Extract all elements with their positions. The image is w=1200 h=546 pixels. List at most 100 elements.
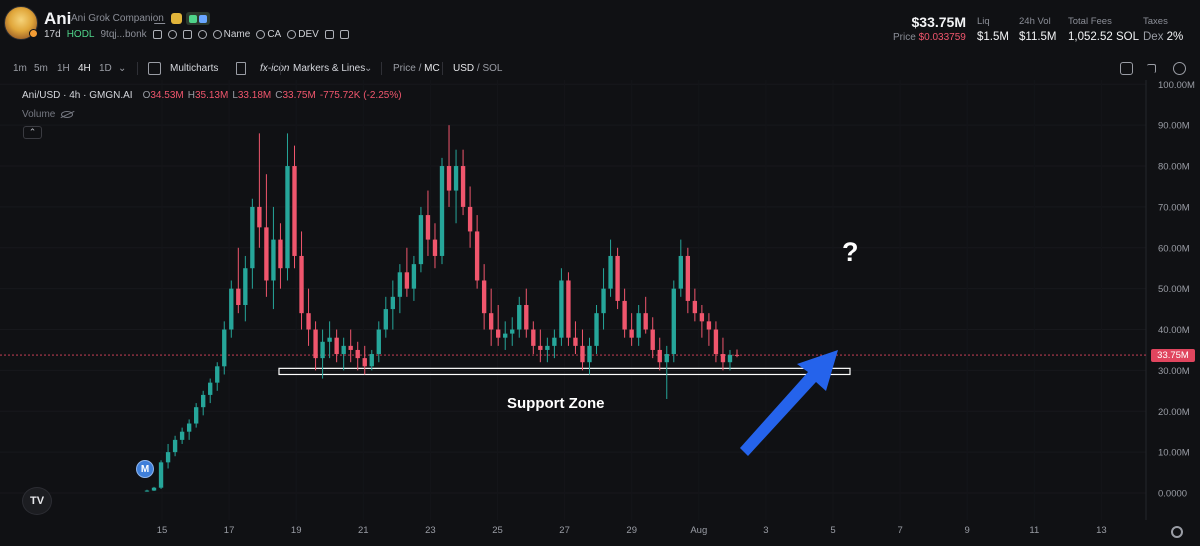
hide-eye-icon[interactable] xyxy=(61,111,74,118)
legend-symbol: Ani/USD · 4h · GMGN.AI xyxy=(22,90,133,101)
search-icon xyxy=(212,30,222,39)
candle-body xyxy=(397,272,403,297)
candle-body xyxy=(341,345,346,355)
candle-body xyxy=(264,227,269,281)
interval-1m[interactable]: 1m xyxy=(13,63,27,74)
indicators-button[interactable]: fx-icon xyxy=(260,63,290,74)
usd-sol-toggle[interactable]: USD / SOL xyxy=(453,63,503,74)
platform-dot-icon xyxy=(29,29,38,38)
candle-body xyxy=(734,354,740,356)
migration-marker-icon[interactable]: M xyxy=(136,460,154,478)
candle-body xyxy=(257,206,262,228)
y-tick-label: 30.00M xyxy=(1158,366,1190,377)
favorite-star-icon[interactable] xyxy=(339,30,349,39)
toolbar-divider xyxy=(280,62,281,75)
candle-body xyxy=(713,329,719,355)
support-zone-box xyxy=(278,367,851,376)
candle-body xyxy=(334,337,339,355)
candle-body xyxy=(524,304,529,330)
candle-body xyxy=(615,255,620,301)
candle-body xyxy=(685,255,691,301)
candle-body xyxy=(278,239,283,269)
candle-body xyxy=(545,345,550,350)
candle-body xyxy=(446,166,452,191)
interval-5m[interactable]: 5m xyxy=(34,63,48,74)
y-tick-label: 40.00M xyxy=(1158,325,1190,336)
candle-body xyxy=(285,166,290,269)
legend-close: 33.75M xyxy=(282,90,316,101)
search-ca-link[interactable]: CA xyxy=(256,29,281,40)
markers-chevron-icon[interactable]: ⌄ xyxy=(364,63,373,74)
candle-body xyxy=(699,313,705,322)
projection-arrow-shape xyxy=(740,350,838,456)
multicharts-button[interactable]: Multicharts xyxy=(170,63,219,74)
y-tick-label: 90.00M xyxy=(1158,121,1190,132)
holders-icon[interactable] xyxy=(171,13,182,24)
x-tick-label: 15 xyxy=(157,525,168,536)
candle-body xyxy=(439,166,445,256)
y-axis-labels: 100.00M 90.00M 80.00M 70.00M 60.00M 50.00M 40.… xyxy=(1158,80,1195,500)
multicharts-icon[interactable] xyxy=(148,62,161,75)
y-tick-label: 0.0000 xyxy=(1158,489,1187,500)
search-dev-link[interactable]: DEV xyxy=(287,29,319,40)
candle-body xyxy=(376,329,381,355)
candle-body xyxy=(144,490,150,492)
candle-body xyxy=(320,341,325,359)
candle-body xyxy=(158,462,164,488)
toolbar-divider xyxy=(442,62,443,75)
settings-icon[interactable] xyxy=(1173,62,1186,75)
share-icon[interactable] xyxy=(324,30,334,39)
token-avatar[interactable] xyxy=(4,6,38,40)
candlestick-chart[interactable]: 100.00M 90.00M 80.00M 70.00M 60.00M 50.00M 40.… xyxy=(0,80,1200,546)
interval-more-chevron-icon[interactable]: ⌄ xyxy=(118,63,127,74)
candle-body xyxy=(432,239,438,256)
interval-4h[interactable]: 4H xyxy=(78,63,91,74)
chart-settings-gear-icon[interactable] xyxy=(1171,526,1183,538)
x-axis-labels: 15 17 19 21 23 25 27 29 Aug 3 5 7 9 11 13 xyxy=(157,525,1107,536)
candle-type-icon[interactable] xyxy=(236,62,246,75)
interval-1d[interactable]: 1D xyxy=(99,63,112,74)
tradingview-logo: TV xyxy=(22,487,52,515)
taxes-stat: Taxes Dex 2% xyxy=(1143,16,1184,43)
chat-icon xyxy=(189,14,197,23)
candle-body xyxy=(510,329,515,334)
candle-body xyxy=(664,354,669,363)
x-tick-label: 19 xyxy=(291,525,302,536)
candle-body xyxy=(496,329,501,338)
screenshot-camera-icon[interactable] xyxy=(1120,62,1133,75)
x-tick-label: 21 xyxy=(358,525,369,536)
price-mc-toggle[interactable]: Price / MC xyxy=(393,63,440,74)
candle-body xyxy=(313,329,318,359)
toolbar-divider xyxy=(381,62,382,75)
candle-body xyxy=(594,313,599,346)
community-icon[interactable] xyxy=(182,30,192,39)
social-chip[interactable] xyxy=(186,12,210,25)
candle-body xyxy=(186,423,192,432)
edit-icon[interactable] xyxy=(153,13,170,24)
candle-body xyxy=(193,407,199,424)
x-tick-label: 13 xyxy=(1096,525,1107,536)
candle-body xyxy=(404,272,410,289)
token-meta-icons xyxy=(153,12,210,25)
candle-body xyxy=(369,354,374,367)
copy-icon[interactable] xyxy=(152,30,162,39)
legend-open: 34.53M xyxy=(150,90,184,101)
interval-1h[interactable]: 1H xyxy=(57,63,70,74)
candle-body xyxy=(390,296,396,310)
contract-address[interactable]: 9tqj...bonk xyxy=(100,29,147,40)
candle-body xyxy=(706,321,712,330)
markers-lines-button[interactable]: Markers & Lines xyxy=(293,63,366,74)
candle-body xyxy=(720,354,726,363)
candle-body xyxy=(460,166,466,207)
search-name-link[interactable]: Name xyxy=(212,29,250,40)
collapse-legend-button[interactable]: ⌃ xyxy=(23,126,42,139)
candle-body xyxy=(151,487,157,491)
list-icon[interactable] xyxy=(197,30,207,39)
y-tick-label: 80.00M xyxy=(1158,162,1190,173)
candle-body xyxy=(643,313,648,330)
x-tick-label: 5 xyxy=(830,525,835,536)
expand-icon[interactable] xyxy=(1147,64,1156,73)
website-icon[interactable] xyxy=(167,30,177,39)
search-icon xyxy=(287,30,297,39)
market-cap: $33.75M xyxy=(911,14,966,30)
